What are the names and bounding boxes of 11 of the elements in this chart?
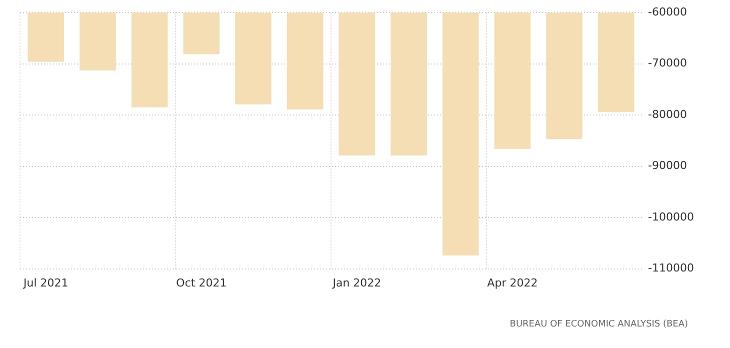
y-tick-label: -60000: [648, 5, 688, 18]
x-tick-label: Jul 2021: [22, 276, 68, 290]
y-tick-label: -90000: [648, 159, 688, 172]
x-tick-label: Apr 2022: [487, 276, 538, 290]
y-tick-label: -70000: [648, 56, 688, 70]
x-tick-label: Oct 2021: [176, 276, 227, 290]
x-tick-label: Jan 2022: [332, 276, 382, 290]
y-tick-label: -100000: [648, 210, 694, 224]
y-tick-label: -80000: [648, 108, 688, 121]
y-tick-label: -110000: [648, 262, 694, 275]
text: BUREAU OF ECONOMIC ANALYSIS (BEA): [510, 319, 688, 330]
